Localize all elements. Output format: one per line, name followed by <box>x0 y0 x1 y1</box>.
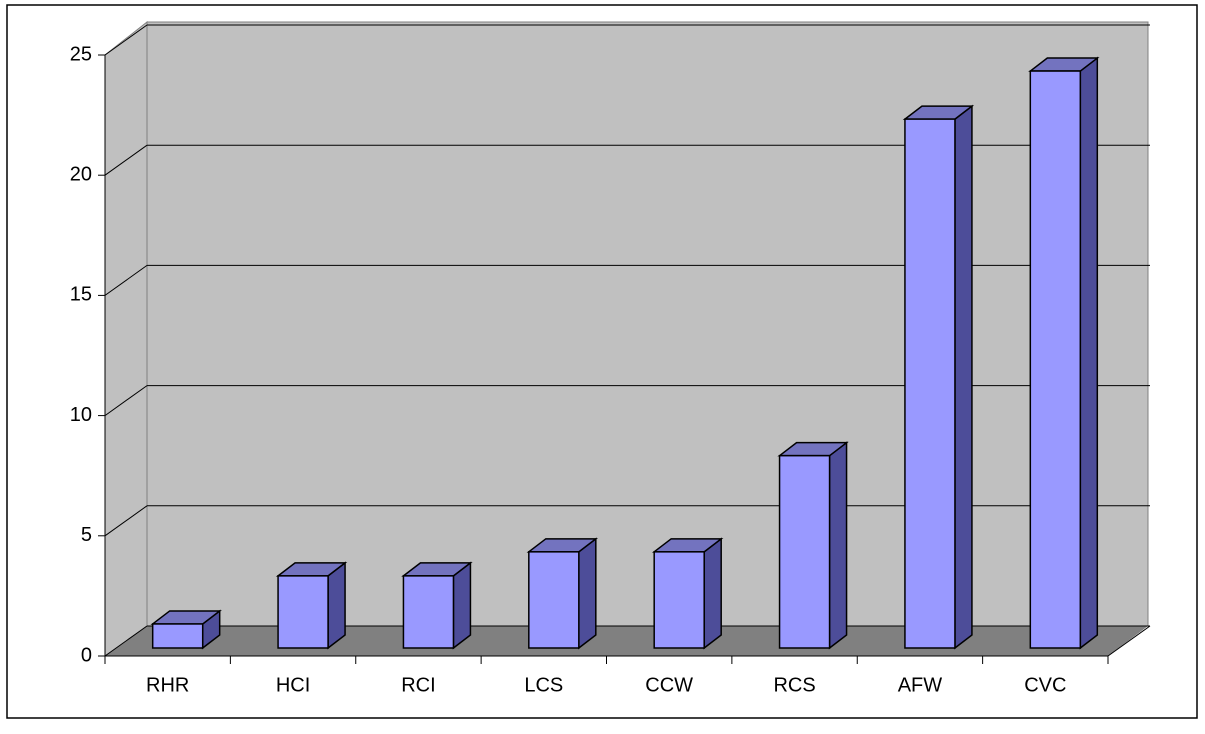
bar <box>151 623 204 649</box>
grid-line <box>104 505 148 537</box>
x-tick-label: CVC <box>1024 674 1066 696</box>
bar <box>528 551 580 649</box>
bar-side <box>578 537 597 650</box>
grid-line <box>104 144 148 176</box>
x-tick-label: CCW <box>645 674 693 696</box>
bar <box>653 551 705 649</box>
bar-side <box>828 441 848 650</box>
floor <box>105 626 1148 656</box>
bar <box>402 575 455 649</box>
bar <box>1029 70 1082 649</box>
y-tick-label: 10 <box>70 404 92 426</box>
x-axis-depth <box>1107 625 1151 657</box>
walls <box>104 20 1149 657</box>
y-tick-label: 0 <box>81 644 92 666</box>
x-tick-label: RCI <box>401 674 435 696</box>
grid-line <box>104 385 148 417</box>
grid-line <box>104 24 148 56</box>
bar-side <box>703 537 722 650</box>
grid-line <box>104 625 148 657</box>
bar-side <box>327 561 346 650</box>
back-wall <box>146 21 1149 627</box>
grid-line <box>104 264 148 296</box>
bar <box>904 118 956 649</box>
bar-side <box>1079 56 1099 650</box>
bar <box>277 575 329 649</box>
bar-side <box>954 104 973 650</box>
x-tick-label: LCS <box>524 674 563 696</box>
y-tick-label: 25 <box>70 43 92 65</box>
x-tick-label: AFW <box>898 674 943 696</box>
y-tick-label: 20 <box>70 163 92 185</box>
side-wall <box>104 20 148 657</box>
y-tick-label: 15 <box>70 284 92 306</box>
bar <box>778 454 831 649</box>
y-tick-label: 5 <box>81 524 92 546</box>
x-tick-label: HCI <box>276 674 310 696</box>
x-tick-label: RHR <box>146 674 189 696</box>
x-tick-label: RCS <box>773 674 815 696</box>
bar-side <box>452 561 472 650</box>
